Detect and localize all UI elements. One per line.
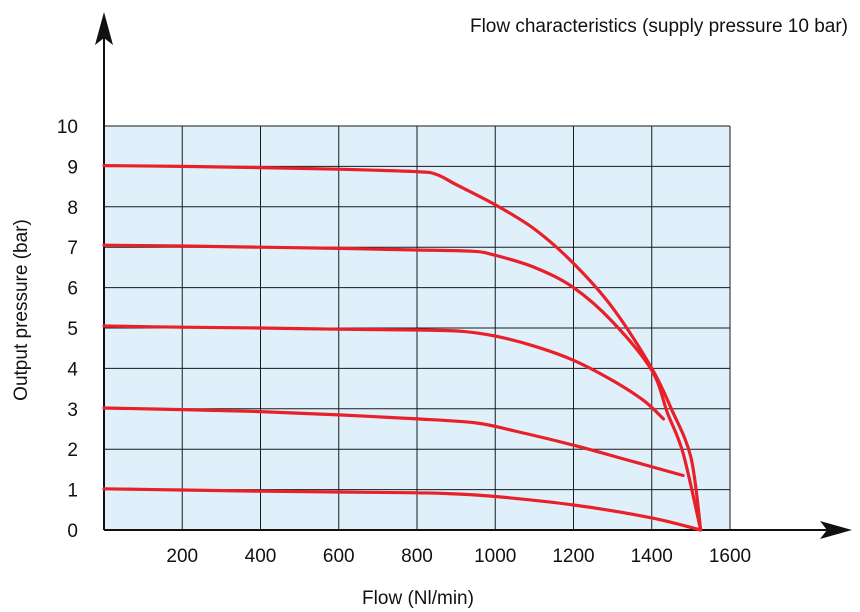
y-tick-label: 3 bbox=[67, 400, 78, 421]
x-tick-label: 200 bbox=[166, 546, 198, 567]
series-line-5 bbox=[102, 487, 703, 532]
x-tick-label: 400 bbox=[245, 546, 277, 567]
x-axis-title: Flow (Nl/min) bbox=[362, 588, 474, 609]
y-tick-label: 9 bbox=[67, 157, 78, 178]
y-tick-label: 4 bbox=[67, 359, 78, 380]
y-tick-label: 8 bbox=[67, 198, 78, 219]
y-tick-labels: 0 1 2 3 4 5 6 7 8 9 10 bbox=[57, 117, 79, 542]
x-tick-label: 1600 bbox=[709, 546, 751, 567]
chart-title: Flow characteristics (supply pressure 10… bbox=[470, 16, 848, 37]
y-tick-label: 0 bbox=[67, 521, 78, 542]
y-tick-label: 6 bbox=[67, 279, 78, 300]
x-axis-arrow-icon bbox=[820, 521, 852, 539]
y-tick-label: 2 bbox=[67, 440, 78, 461]
y-tick-label: 7 bbox=[67, 238, 78, 259]
y-tick-label: 5 bbox=[67, 319, 78, 340]
series-line-3 bbox=[102, 324, 666, 421]
series-lines bbox=[102, 164, 703, 532]
x-tick-label: 600 bbox=[323, 546, 355, 567]
series-line-2 bbox=[102, 243, 703, 532]
y-axis-title: Output pressure (bar) bbox=[11, 219, 32, 401]
x-tick-labels: 200 400 600 800 1000 1200 1400 1600 bbox=[166, 546, 751, 567]
y-axis-arrow-icon bbox=[95, 12, 113, 45]
y-tick-label: 10 bbox=[57, 117, 78, 138]
series-line-1 bbox=[102, 164, 703, 532]
x-tick-label: 1400 bbox=[631, 546, 673, 567]
series-line-4 bbox=[102, 406, 685, 478]
x-tick-label: 800 bbox=[401, 546, 433, 567]
y-tick-label: 1 bbox=[67, 481, 78, 502]
x-tick-label: 1000 bbox=[474, 546, 516, 567]
x-tick-label: 1200 bbox=[552, 546, 594, 567]
